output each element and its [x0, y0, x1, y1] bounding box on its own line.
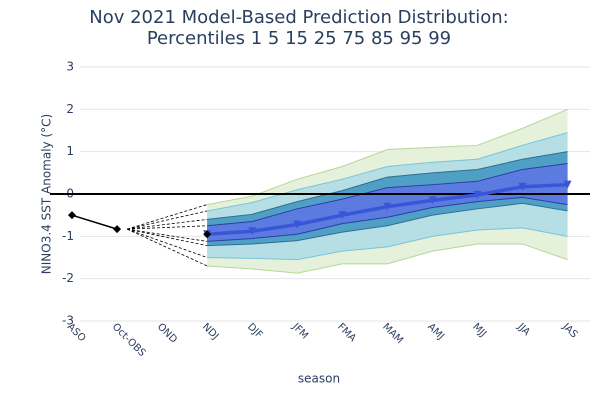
- y-tick-label: -1: [62, 229, 74, 243]
- band-edge: [207, 227, 568, 261]
- band-edge: [207, 163, 568, 227]
- median-marker: [338, 211, 347, 220]
- connector: [126, 228, 208, 267]
- y-tick-label: 2: [66, 102, 74, 116]
- x-tick-label: NDJ: [200, 321, 221, 342]
- chart-title: Percentiles 1 5 15 25 75 85 95 99: [147, 28, 451, 49]
- band-edge: [207, 196, 568, 242]
- y-tick-label: 3: [66, 60, 74, 74]
- x-tick-label: MJJ: [470, 321, 488, 339]
- median-marker: [563, 180, 572, 189]
- x-tick-label: FMA: [335, 321, 358, 344]
- x-tick-label: JFM: [289, 321, 310, 342]
- median-marker: [248, 227, 257, 236]
- connector: [126, 210, 208, 230]
- connector: [126, 204, 208, 230]
- chart-title: Nov 2021 Model-Based Prediction Distribu…: [89, 7, 508, 28]
- y-tick-label: -2: [62, 271, 74, 285]
- median-marker: [293, 220, 302, 229]
- band-edge: [207, 132, 568, 212]
- y-axis-label: NINO3.4 SST Anomaly (°C): [40, 114, 54, 274]
- band-edge: [207, 243, 568, 274]
- y-tick-label: -3: [62, 314, 74, 328]
- y-tick-label: 1: [66, 144, 74, 158]
- x-tick-label: ASO: [65, 321, 88, 344]
- x-tick-label: MAM: [380, 321, 405, 346]
- band-edge: [207, 151, 568, 220]
- observed-marker: [113, 225, 122, 234]
- band-edge: [207, 108, 568, 206]
- x-axis-label: season: [298, 372, 340, 386]
- median-marker: [383, 202, 392, 211]
- connector: [127, 225, 208, 230]
- x-tick-label: JAS: [560, 321, 580, 341]
- median-marker: [473, 190, 482, 199]
- x-tick-label: DJF: [245, 321, 265, 341]
- forecast-start-marker: [203, 230, 212, 239]
- connector: [126, 228, 208, 258]
- median-marker: [518, 182, 527, 191]
- connector: [126, 228, 208, 247]
- observed-line: [71, 214, 118, 230]
- connector: [126, 228, 208, 242]
- observed-marker: [68, 211, 76, 220]
- x-tick-label: OND: [155, 321, 179, 345]
- x-tick-label: AMJ: [425, 321, 446, 342]
- median-marker: [428, 196, 437, 205]
- connector: [127, 219, 208, 230]
- x-tick-label: Oct-OBS: [110, 321, 148, 359]
- band-edge: [207, 202, 568, 247]
- x-tick-label: JJA: [515, 321, 532, 338]
